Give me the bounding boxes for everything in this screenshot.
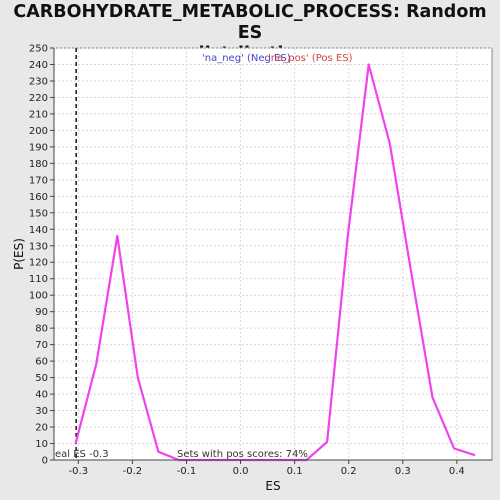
y-tick-label: 30 [35,406,48,417]
x-tick-label: -0.1 [177,466,197,477]
y-tick-label: 70 [35,340,48,351]
y-axis-label: P(ES) [12,238,26,270]
legend: 'na_neg' (Neg ES) 'na_pos' (Pos ES) [202,53,353,64]
x-tick-label: -0.3 [69,466,89,477]
grid [54,47,492,461]
es-data-point [431,396,434,399]
es-data-point [137,376,139,379]
y-tick-label: 160 [29,192,48,203]
x-tick-label: 0.1 [287,466,303,477]
y-tick-label: 40 [35,390,48,401]
es-data-point [346,236,349,239]
y-tick-label: 210 [29,109,48,120]
y-tick-label: 230 [29,76,48,87]
y-tick-label: 110 [29,274,48,285]
y-tick-label: 220 [29,93,48,104]
plot-area [53,47,493,461]
legend-entry-na-pos: 'na_pos' (Pos ES) [268,53,353,64]
x-tick-label: 0.3 [395,466,411,477]
y-tick-label: 130 [29,241,48,252]
es-data-point [367,63,370,66]
y-tick-label: 90 [35,307,48,318]
y-tick-label: 150 [29,208,48,219]
y-tick-label: 60 [35,357,48,368]
x-tick-label: -0.2 [123,466,143,477]
pos-scores-annotation: Sets with pos scores: 74% [177,449,308,460]
y-tick-label: 250 [29,44,48,55]
es-data-point [473,454,476,456]
legend-entry-na-neg: 'na_neg' (Neg ES) [202,53,291,64]
y-tick-label: 200 [29,126,48,137]
chart-title-line1: CARBOHYDRATE_METABOLIC_PROCESS: Random E… [13,2,487,43]
y-tick-label: 120 [29,258,48,269]
y-tick-label: 50 [35,373,48,384]
y-tick-label: 20 [35,423,48,434]
es-data-point [157,450,160,453]
y-tick-label: 240 [29,60,48,71]
x-axis-label: ES [265,479,280,493]
axes: -0.3 -0.2 -0.1 0.0 0.1 0.2 0.3 0.4 0 10 20 30 40 50 60… [29,44,492,477]
x-tick-label: 0.0 [233,466,249,477]
es-data-point [74,442,77,445]
reference-line-label: eal ES -0.3 [55,449,109,460]
y-tick-label: 170 [29,175,48,186]
es-data-point [326,441,328,443]
y-tick-label: 10 [35,439,48,450]
es-data-point [389,142,391,145]
y-tick-label: 190 [29,142,48,153]
y-tick-label: 100 [29,291,48,302]
y-tick-label: 180 [29,159,48,170]
es-data-point [95,363,97,366]
y-tick-label: 80 [35,324,48,335]
x-tick-label: 0.4 [449,466,465,477]
x-tick-label: 0.2 [341,466,357,477]
es-data-point [453,447,455,450]
es-data-point [410,269,412,272]
y-tick-label: 140 [29,225,48,236]
es-data-point [116,235,119,237]
y-tick-label: 0 [42,456,48,467]
